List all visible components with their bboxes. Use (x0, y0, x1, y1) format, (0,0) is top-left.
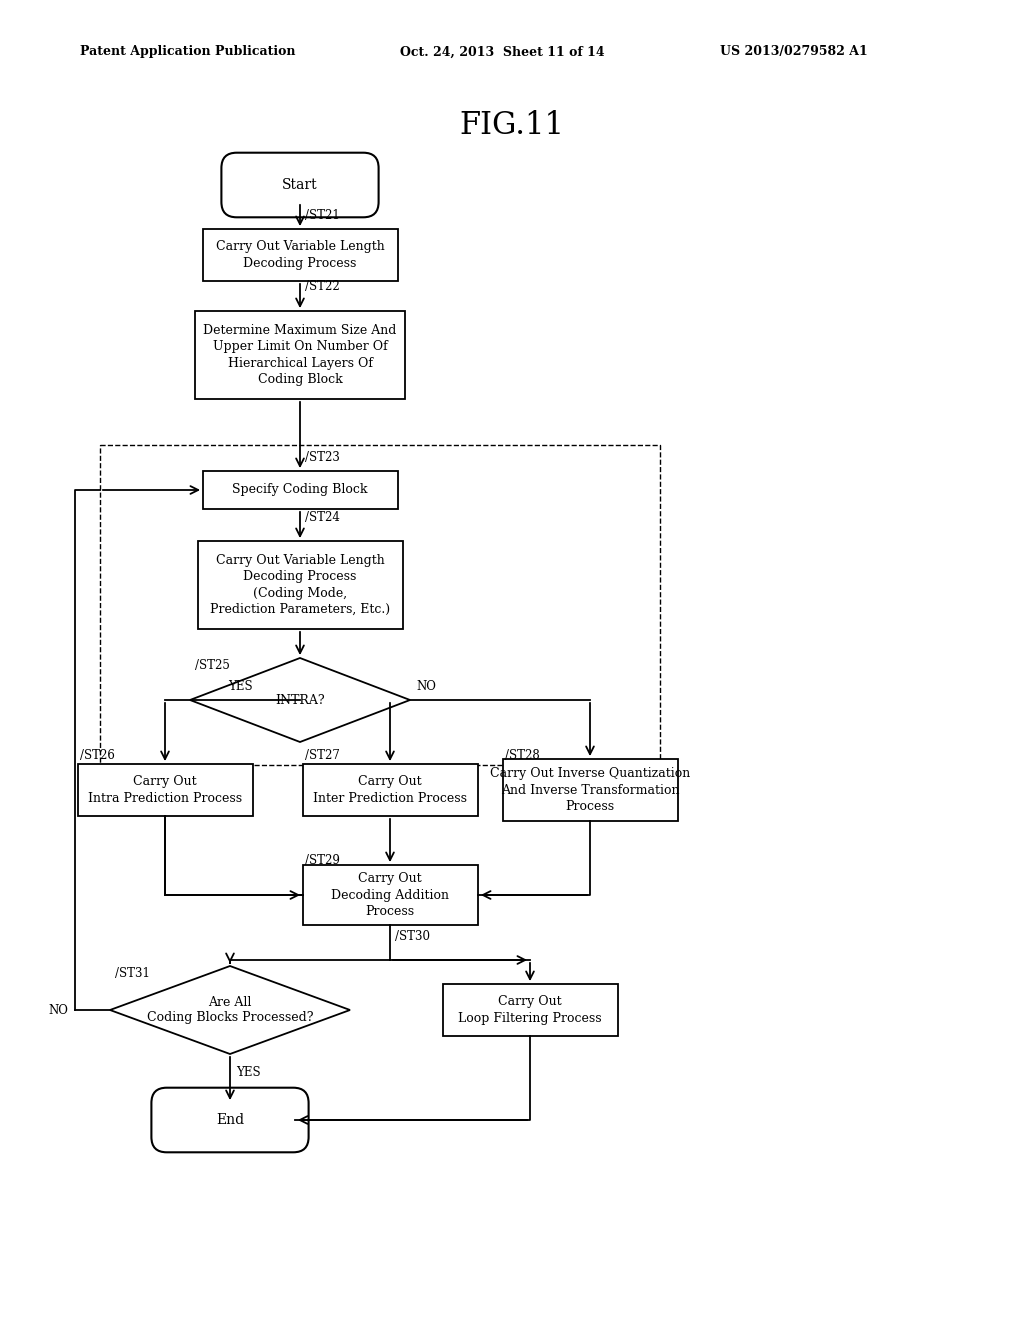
Text: /ST28: /ST28 (505, 748, 540, 762)
Text: /ST22: /ST22 (305, 280, 340, 293)
Text: NO: NO (48, 1003, 68, 1016)
Bar (203, 471, 397, 510)
Bar (203, 228, 397, 281)
Text: Carry Out Variable Length
Decoding Process: Carry Out Variable Length Decoding Proce… (216, 240, 384, 269)
Text: /ST31: /ST31 (115, 968, 150, 979)
FancyBboxPatch shape (152, 1088, 308, 1152)
Bar (302, 865, 477, 925)
Text: Patent Application Publication: Patent Application Publication (80, 45, 296, 58)
Text: /ST23: /ST23 (305, 451, 340, 465)
Text: /ST29: /ST29 (305, 854, 340, 867)
Bar (78, 764, 253, 816)
Text: INTRA?: INTRA? (275, 693, 325, 706)
Text: YES: YES (236, 1067, 261, 1080)
Text: Specify Coding Block: Specify Coding Block (232, 483, 368, 496)
Text: YES: YES (227, 680, 252, 693)
Bar (302, 764, 477, 816)
Text: /ST26: /ST26 (80, 748, 115, 762)
Text: /ST24: /ST24 (305, 511, 340, 524)
Text: End: End (216, 1113, 244, 1127)
Text: Carry Out
Decoding Addition
Process: Carry Out Decoding Addition Process (331, 873, 449, 917)
Text: FIG.11: FIG.11 (460, 110, 564, 140)
Bar (100, 445, 660, 766)
Text: Are All
Coding Blocks Processed?: Are All Coding Blocks Processed? (146, 997, 313, 1024)
Text: /ST25: /ST25 (195, 659, 229, 672)
Text: Determine Maximum Size And
Upper Limit On Number Of
Hierarchical Layers Of
Codin: Determine Maximum Size And Upper Limit O… (204, 323, 396, 387)
Bar (198, 541, 402, 630)
Text: Start: Start (283, 178, 317, 191)
Text: Carry Out
Inter Prediction Process: Carry Out Inter Prediction Process (313, 775, 467, 805)
Text: Carry Out
Intra Prediction Process: Carry Out Intra Prediction Process (88, 775, 242, 805)
Text: Carry Out
Loop Filtering Process: Carry Out Loop Filtering Process (458, 995, 602, 1024)
Text: US 2013/0279582 A1: US 2013/0279582 A1 (720, 45, 867, 58)
Text: NO: NO (416, 680, 436, 693)
Bar (195, 312, 406, 399)
Text: /ST30: /ST30 (395, 931, 430, 942)
Text: Carry Out Inverse Quantization
And Inverse Transformation
Process: Carry Out Inverse Quantization And Inver… (489, 767, 690, 813)
Bar (503, 759, 678, 821)
Text: /ST21: /ST21 (305, 209, 340, 222)
Text: Carry Out Variable Length
Decoding Process
(Coding Mode,
Prediction Parameters, : Carry Out Variable Length Decoding Proce… (210, 554, 390, 616)
Text: /ST27: /ST27 (305, 748, 340, 762)
Text: Oct. 24, 2013  Sheet 11 of 14: Oct. 24, 2013 Sheet 11 of 14 (400, 45, 604, 58)
Polygon shape (110, 966, 350, 1053)
Bar (442, 983, 617, 1036)
Polygon shape (190, 657, 410, 742)
FancyBboxPatch shape (221, 153, 379, 218)
